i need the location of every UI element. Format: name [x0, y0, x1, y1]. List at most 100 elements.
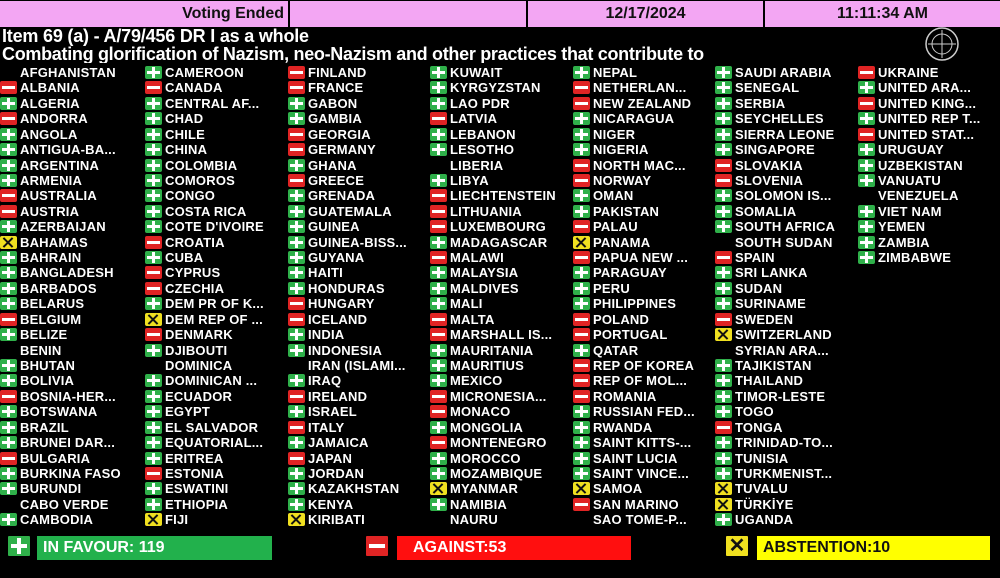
abstention-total: ABSTENTION:10: [757, 536, 990, 560]
in-favour-icon: [573, 420, 590, 434]
country-vote-row: LEBANON: [430, 127, 572, 142]
country-name: NIGERIA: [593, 142, 649, 158]
item-title: Item 69 (a) - A/79/456 DR I as a whole: [2, 26, 309, 46]
country-vote-row: LIECHTENSTEIN: [430, 188, 572, 203]
country-name: LESOTHO: [450, 142, 515, 158]
country-vote-row: UNITED REP T...: [858, 111, 1000, 126]
country-name: BANGLADESH: [20, 265, 114, 281]
against-icon: [430, 389, 447, 403]
vote-time: 11:11:34 AM: [765, 1, 1000, 27]
country-name: CAMBODIA: [20, 512, 94, 528]
in-favour-icon: [430, 420, 447, 434]
country-vote-row: GREECE: [288, 173, 430, 188]
country-name: DENMARK: [165, 327, 233, 343]
in-favour-icon: [0, 158, 17, 172]
in-favour-icon: [573, 343, 590, 357]
country-name: MOROCCO: [450, 450, 521, 466]
country-vote-row: UKRAINE: [858, 65, 1000, 80]
country-vote-row: ZAMBIA: [858, 235, 1000, 250]
country-vote-row: DOMINICAN ...: [145, 373, 287, 388]
country-vote-row: ETHIOPIA: [145, 497, 287, 512]
country-name: MONGOLIA: [450, 419, 524, 435]
country-name: GRENADA: [308, 188, 376, 204]
country-vote-row: SWEDEN: [715, 312, 857, 327]
country-name: GEORGIA: [308, 126, 371, 142]
country-vote-row: COMOROS: [145, 173, 287, 188]
in-favour-icon: [288, 405, 305, 419]
in-favour-icon: [573, 143, 590, 157]
empty-cell: [290, 1, 528, 27]
country-name: JAPAN: [308, 450, 353, 466]
country-name: HAITI: [308, 265, 343, 281]
country-vote-row: TUNISIA: [715, 451, 857, 466]
country-name: SYRIAN ARA...: [735, 342, 829, 358]
in-favour-icon: [573, 281, 590, 295]
in-favour-icon: [145, 189, 162, 203]
country-vote-row: UNITED ARA...: [858, 80, 1000, 95]
in-favour-icon: [145, 204, 162, 218]
in-favour-icon: [288, 204, 305, 218]
country-name: NETHERLAN...: [593, 80, 687, 96]
country-vote-row: YEMEN: [858, 219, 1000, 234]
country-vote-row: SIERRA LEONE: [715, 127, 857, 142]
country-vote-row: UNITED KING...: [858, 96, 1000, 111]
against-icon: [573, 251, 590, 265]
in-favour-icon: [715, 281, 732, 295]
against-icon: [573, 389, 590, 403]
country-vote-row: NEPAL: [573, 65, 715, 80]
country-name: DOMINICAN ...: [165, 373, 258, 389]
country-name: AZERBAIJAN: [20, 219, 106, 235]
in-favour-icon: [430, 266, 447, 280]
against-icon: [430, 189, 447, 203]
against-icon: [715, 251, 732, 265]
country-vote-row: MONTENEGRO: [430, 435, 572, 450]
country-name: PAPUA NEW ...: [593, 250, 689, 266]
country-vote-row: BELGIUM: [0, 312, 142, 327]
in-favour-icon: [0, 96, 17, 110]
country-vote-row: GAMBIA: [288, 111, 430, 126]
country-vote-row: CABO VERDE: [0, 497, 142, 512]
country-name: LITHUANIA: [450, 203, 522, 219]
country-name: COTE D'IVOIRE: [165, 219, 264, 235]
country-name: MICRONESIA...: [450, 388, 547, 404]
in-favour-icon: [430, 127, 447, 141]
country-name: COSTA RICA: [165, 203, 247, 219]
in-favour-icon: [715, 66, 732, 79]
country-name: GUINEA: [308, 219, 360, 235]
country-vote-row: SINGAPORE: [715, 142, 857, 157]
in-favour-icon: [0, 436, 17, 450]
country-vote-row: ALGERIA: [0, 96, 142, 111]
against-icon: [715, 158, 732, 172]
country-vote-row: FRANCE: [288, 80, 430, 95]
against-icon: [288, 173, 305, 187]
against-icon: [0, 189, 17, 203]
in-favour-icon: [430, 235, 447, 249]
country-vote-row: ANTIGUA-BA...: [0, 142, 142, 157]
country-name: KIRIBATI: [308, 512, 365, 528]
country-name: NIGER: [593, 126, 636, 142]
in-favour-icon: [715, 112, 732, 126]
country-vote-row: BAHRAIN: [0, 250, 142, 265]
against-icon: [0, 389, 17, 403]
against-icon: [715, 312, 732, 326]
country-vote-row: AUSTRALIA: [0, 188, 142, 203]
in-favour-icon: [0, 220, 17, 234]
country-vote-row: SEYCHELLES: [715, 111, 857, 126]
country-name: SAINT KITTS-...: [593, 435, 692, 451]
country-name: MALAYSIA: [450, 265, 519, 281]
country-name: KENYA: [308, 496, 354, 512]
country-vote-row: FINLAND: [288, 65, 430, 80]
country-name: SLOVENIA: [735, 172, 804, 188]
in-favour-icon: [573, 405, 590, 419]
country-vote-row: PERU: [573, 281, 715, 296]
in-favour-icon: [715, 297, 732, 311]
country-name: ETHIOPIA: [165, 496, 228, 512]
country-vote-row: TIMOR-LESTE: [715, 389, 857, 404]
in-favour-icon: [858, 173, 875, 187]
against-icon: [573, 96, 590, 110]
country-vote-row: SERBIA: [715, 96, 857, 111]
against-icon: [145, 235, 162, 249]
country-name: INDIA: [308, 327, 345, 343]
in-favour-icon: [288, 281, 305, 295]
in-favour-icon: [573, 127, 590, 141]
